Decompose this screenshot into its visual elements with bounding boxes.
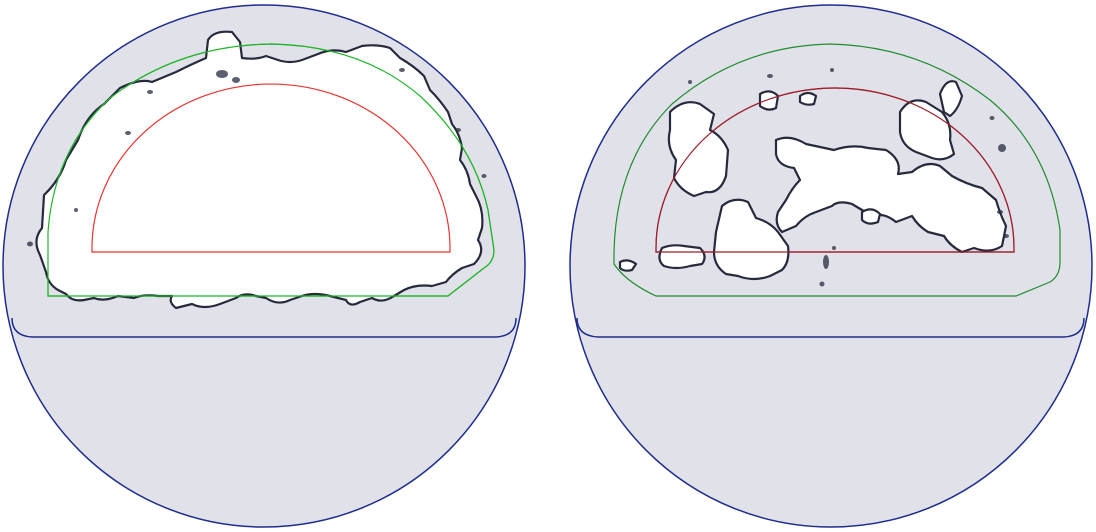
- panel-right: [569, 4, 1093, 528]
- outer-contour: [613, 43, 1061, 297]
- speckles: [27, 68, 487, 247]
- inner-contour-overlay: [655, 87, 1015, 253]
- domain-disk: [569, 4, 1093, 528]
- speckles: [688, 68, 1009, 287]
- void-edge: [35, 30, 484, 310]
- void-regions: [618, 80, 1008, 281]
- cap-boundary: [576, 317, 1085, 338]
- panel-left: [2, 4, 526, 528]
- cap-boundary: [11, 317, 517, 338]
- inner-contour: [91, 83, 451, 253]
- outer-contour-overlay: [47, 43, 495, 297]
